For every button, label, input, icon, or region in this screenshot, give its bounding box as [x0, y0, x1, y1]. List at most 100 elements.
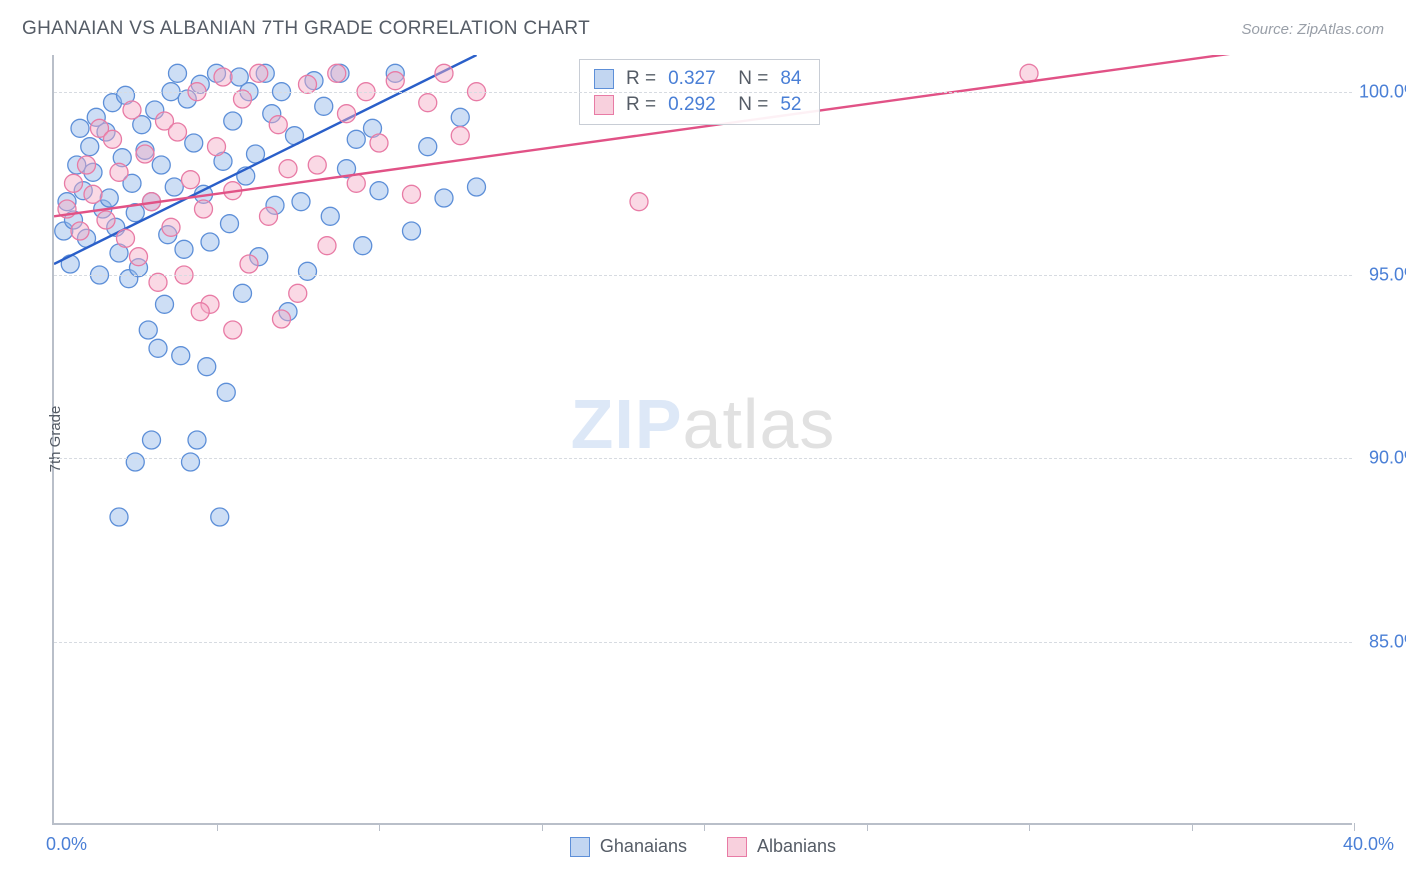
data-point [273, 310, 291, 328]
data-point [403, 185, 421, 203]
data-point [347, 174, 365, 192]
data-point [149, 339, 167, 357]
data-point [71, 222, 89, 240]
data-point [201, 233, 219, 251]
data-point [143, 431, 161, 449]
data-point [630, 193, 648, 211]
data-point [191, 303, 209, 321]
data-point [165, 178, 183, 196]
stats-r-ghanaians: 0.327 [668, 68, 716, 90]
legend-item-albanians: Albanians [727, 836, 836, 857]
data-point [97, 211, 115, 229]
stats-n-ghanaians: 84 [780, 68, 801, 90]
data-point [152, 156, 170, 174]
data-point [84, 185, 102, 203]
data-point [208, 138, 226, 156]
data-point [292, 193, 310, 211]
data-point [451, 127, 469, 145]
stats-r-label: R = [626, 94, 656, 116]
data-point [182, 453, 200, 471]
data-point [211, 508, 229, 526]
x-tick [379, 823, 380, 831]
stats-row-ghanaians: R = 0.327 N = 84 [594, 66, 801, 92]
data-point [185, 134, 203, 152]
data-point [198, 358, 216, 376]
x-tick [1029, 823, 1030, 831]
data-point [234, 284, 252, 302]
data-point [217, 383, 235, 401]
data-point [347, 130, 365, 148]
data-point [403, 222, 421, 240]
data-point [117, 229, 135, 247]
data-point [100, 189, 118, 207]
y-tick-label: 85.0% [1369, 631, 1406, 652]
data-point [260, 207, 278, 225]
legend-bottom: Ghanaians Albanians [54, 836, 1352, 857]
x-tick [1354, 823, 1355, 831]
data-point [468, 178, 486, 196]
swatch-ghanaians-icon [594, 69, 614, 89]
data-point [318, 237, 336, 255]
data-point [110, 508, 128, 526]
data-point [321, 207, 339, 225]
data-point [104, 130, 122, 148]
data-point [123, 101, 141, 119]
swatch-albanians-icon [594, 95, 614, 115]
data-point [162, 218, 180, 236]
data-point [279, 160, 297, 178]
data-point [175, 240, 193, 258]
data-point [130, 248, 148, 266]
data-point [386, 72, 404, 90]
data-point [71, 119, 89, 137]
data-point [126, 453, 144, 471]
data-point [289, 284, 307, 302]
data-point [81, 138, 99, 156]
data-point [419, 138, 437, 156]
data-point [435, 64, 453, 82]
data-point [451, 108, 469, 126]
data-point [240, 255, 258, 273]
data-point [354, 237, 372, 255]
x-tick [542, 823, 543, 831]
data-point [299, 75, 317, 93]
data-point [308, 156, 326, 174]
stats-row-albanians: R = 0.292 N = 52 [594, 92, 801, 118]
legend-label-albanians: Albanians [757, 836, 836, 857]
data-point [195, 200, 213, 218]
data-point [136, 145, 154, 163]
data-point [315, 97, 333, 115]
x-tick [867, 823, 868, 831]
data-point [370, 134, 388, 152]
stats-n-label: N = [728, 68, 769, 90]
data-point [269, 116, 287, 134]
data-point [214, 68, 232, 86]
data-point [149, 273, 167, 291]
plot-area: 7th Grade 0.0% 40.0% ZIPatlas R = 0.327 … [52, 55, 1352, 825]
data-point [224, 112, 242, 130]
legend-item-ghanaians: Ghanaians [570, 836, 687, 857]
stats-r-label: R = [626, 68, 656, 90]
source-attribution: Source: ZipAtlas.com [1241, 21, 1384, 38]
scatter-svg [54, 55, 1354, 825]
gridline-h [54, 275, 1352, 276]
data-point [419, 94, 437, 112]
data-point [110, 163, 128, 181]
data-point [221, 215, 239, 233]
plot-wrap: 7th Grade 0.0% 40.0% ZIPatlas R = 0.327 … [52, 55, 1352, 825]
data-point [188, 431, 206, 449]
data-point [182, 171, 200, 189]
gridline-h [54, 458, 1352, 459]
data-point [224, 321, 242, 339]
x-tick [1192, 823, 1193, 831]
gridline-h [54, 642, 1352, 643]
y-tick-label: 90.0% [1369, 448, 1406, 469]
data-point [370, 182, 388, 200]
data-point [169, 123, 187, 141]
data-point [435, 189, 453, 207]
data-point [338, 105, 356, 123]
data-point [172, 347, 190, 365]
data-point [65, 174, 83, 192]
data-point [156, 295, 174, 313]
data-point [250, 64, 268, 82]
stats-n-albanians: 52 [780, 94, 801, 116]
